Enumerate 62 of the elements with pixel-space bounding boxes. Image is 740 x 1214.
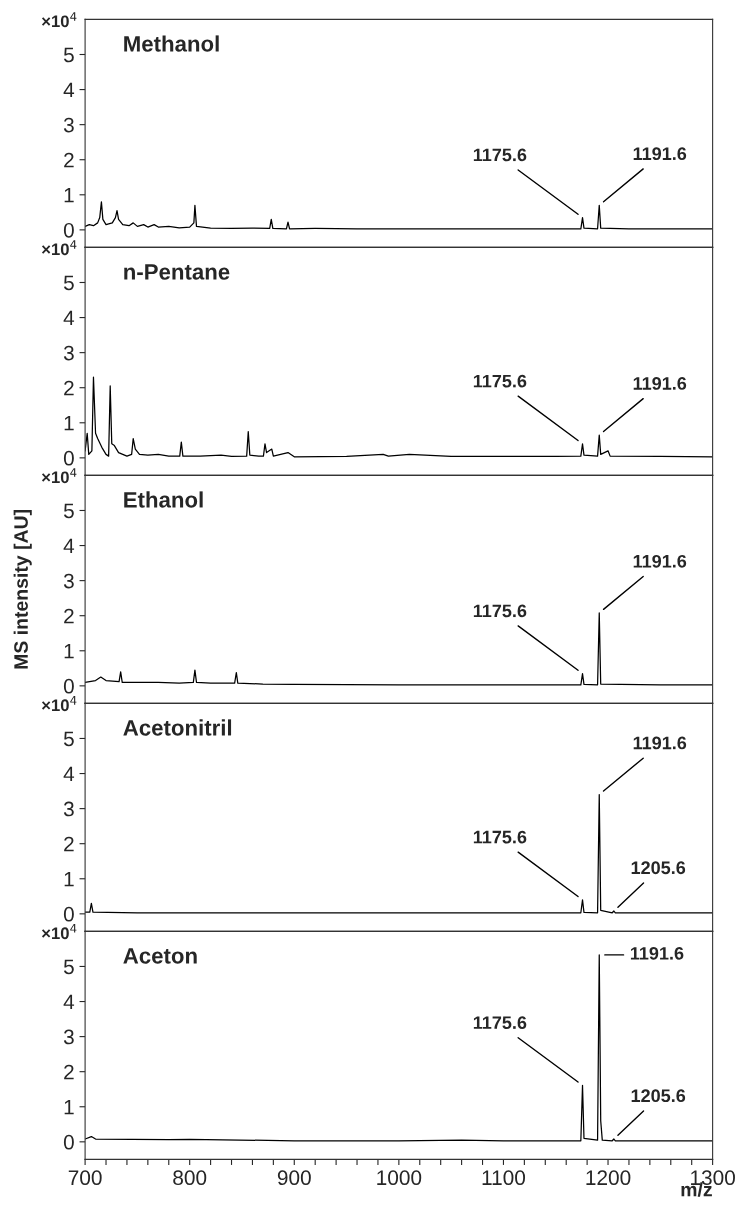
y-tick-label: 3 (63, 801, 74, 817)
text: Acetonitril (123, 719, 232, 736)
y-tick-label: 2 (64, 152, 74, 168)
y-tick-label: 4 (63, 310, 75, 326)
annotation: 1175.6 (473, 374, 527, 388)
y-tick-label: 4 (63, 538, 75, 554)
y-tick-label: 1 (64, 643, 74, 659)
y-tick-label: 3 (63, 345, 74, 361)
text: ×10$^{4}$ (41, 12, 77, 28)
x-tick-label: 700 (68, 1170, 102, 1186)
y-tick-label: 1 (64, 188, 74, 203)
y-tick-label: 0 (63, 906, 74, 922)
annotation: 1191.6 (633, 147, 687, 161)
y-tick-label: 4 (63, 82, 75, 98)
y-tick-label: 1 (64, 416, 74, 431)
x-tick-label: 1200 (586, 1170, 631, 1186)
y-tick-label: 5 (63, 959, 74, 975)
text: Aceton (123, 948, 197, 964)
annotation: 1205.6 (631, 861, 686, 875)
annotation: 1191.6 (633, 554, 687, 568)
y-tick-label: 5 (63, 47, 74, 63)
x-tick-label: 900 (277, 1170, 311, 1186)
text: Ethanol (124, 491, 203, 508)
y-tick-label: 3 (63, 1029, 74, 1045)
text: Methanol (124, 35, 219, 52)
line-series (85, 793, 713, 914)
y-tick-label: 0 (63, 678, 74, 694)
annotation: 1175.6 (473, 1016, 527, 1030)
y-tick-label: 5 (63, 275, 74, 291)
y-tick-label: 3 (63, 117, 74, 133)
y-tick-label: 4 (63, 766, 75, 782)
annotation: 1175.6 (473, 604, 527, 618)
x-tick-label: 1000 (377, 1170, 422, 1186)
text: ×10$^{4}$ (41, 924, 77, 940)
y-tick-label: 2 (64, 608, 74, 624)
line-series (85, 201, 713, 230)
annotation: 1205.6 (631, 1089, 686, 1103)
annotation: 1191.6 (633, 736, 687, 750)
y-tick-label: 4 (63, 994, 75, 1010)
y-tick-label: 0 (63, 222, 74, 238)
line-series (85, 376, 713, 458)
y-tick-label: 2 (64, 836, 74, 852)
y-tick-label: 2 (64, 380, 74, 396)
annotation: 1175.6 (473, 830, 527, 844)
y-tick-label: 1 (64, 871, 74, 887)
annotation: 1191.6 (630, 946, 684, 960)
y-tick-label: 0 (63, 450, 74, 466)
text: n-Pentane (124, 264, 230, 280)
x-tick-label: 1100 (482, 1170, 526, 1186)
annotation: 1175.6 (473, 148, 527, 162)
y-tick-label: 3 (63, 573, 74, 589)
y-tick-label: 2 (64, 1064, 74, 1080)
text: ×10$^{4}$ (41, 240, 77, 256)
y-tick-label: 5 (63, 731, 74, 747)
y-tick-label: 1 (64, 1099, 74, 1115)
y-tick-label: 5 (63, 503, 74, 519)
text: ×10$^{4}$ (41, 468, 77, 484)
annotation: 1191.6 (633, 377, 687, 390)
y-tick-label: 0 (63, 1134, 74, 1150)
text: ×10$^{4}$ (41, 696, 77, 712)
x-tick-label: 800 (173, 1170, 207, 1186)
y-axis-title: MS intensity [AU] (13, 510, 32, 669)
